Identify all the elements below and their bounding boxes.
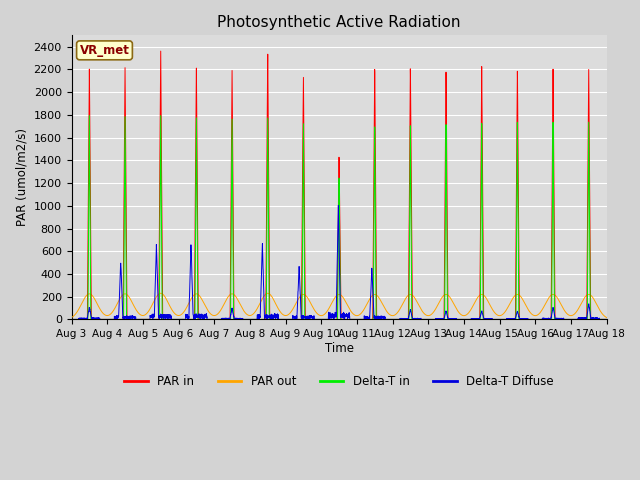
Text: VR_met: VR_met: [79, 44, 129, 57]
Legend: PAR in, PAR out, Delta-T in, Delta-T Diffuse: PAR in, PAR out, Delta-T in, Delta-T Dif…: [119, 371, 559, 393]
Y-axis label: PAR (umol/m2/s): PAR (umol/m2/s): [15, 128, 28, 227]
Title: Photosynthetic Active Radiation: Photosynthetic Active Radiation: [218, 15, 461, 30]
X-axis label: Time: Time: [324, 342, 353, 355]
